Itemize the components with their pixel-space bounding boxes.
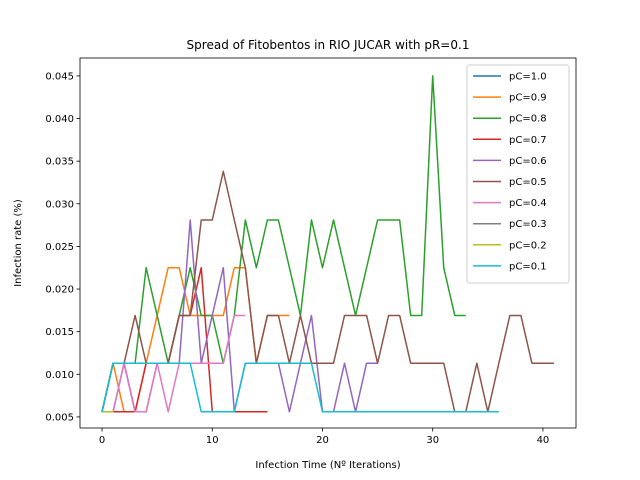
y-tick-label: 0.015 <box>45 327 74 338</box>
x-tick-label: 20 <box>316 435 329 446</box>
y-tick-label: 0.045 <box>45 71 74 82</box>
x-axis: 0 10 20 30 40 <box>99 428 549 446</box>
x-tick-label: 10 <box>206 435 219 446</box>
x-tick-label: 40 <box>537 435 550 446</box>
y-tick-label: 0.025 <box>45 242 74 253</box>
legend-label: pC=0.3 <box>509 219 547 230</box>
legend-label: pC=0.9 <box>509 93 547 104</box>
series-line-6 <box>102 314 246 413</box>
x-tick-label: 30 <box>426 435 439 446</box>
legend-label: pC=0.4 <box>509 198 547 209</box>
y-tick-label: 0.040 <box>45 114 74 125</box>
x-axis-label: Infection Time (Nº Iterations) <box>255 460 400 471</box>
legend: pC=1.0 pC=0.9 pC=0.8 pC=0.7 pC=0.6 pC=0.5 pC=0… <box>466 64 570 284</box>
legend-label: pC=0.8 <box>509 114 547 125</box>
legend-label: pC=0.7 <box>509 135 547 146</box>
y-axis: 0.005 0.010 0.015 0.020 0.025 0.030 0.035 0.040… <box>45 71 80 423</box>
legend-label: pC=0.5 <box>509 177 547 188</box>
y-tick-label: 0.005 <box>45 412 74 423</box>
legend-label: pC=0.6 <box>509 156 547 167</box>
plot-frame <box>79 57 577 429</box>
series-line-9 <box>101 362 499 413</box>
legend-label: pC=0.1 <box>509 261 547 272</box>
chart-title: Spread of Fitobentos in RIO JUCAR with p… <box>187 38 470 52</box>
legend-label: pC=0.2 <box>509 240 547 251</box>
series-line-2 <box>101 75 466 412</box>
plot-lines <box>101 75 554 413</box>
legend-label: pC=1.0 <box>509 72 547 83</box>
y-tick-label: 0.020 <box>45 285 74 296</box>
x-tick-label: 0 <box>99 435 105 446</box>
y-tick-label: 0.035 <box>45 157 74 168</box>
y-tick-label: 0.030 <box>45 199 74 210</box>
y-axis-label: Infection rate (%) <box>13 199 24 287</box>
legend-box <box>466 64 570 284</box>
y-tick-label: 0.010 <box>45 370 74 381</box>
series-line-5 <box>101 170 554 413</box>
